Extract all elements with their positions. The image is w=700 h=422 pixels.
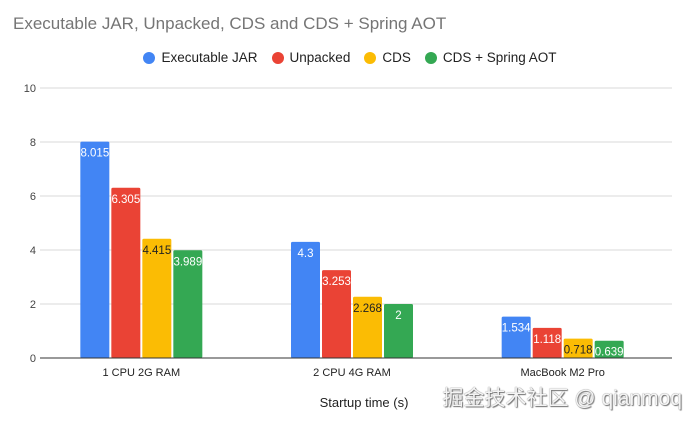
- data-label: 4.3: [298, 248, 314, 260]
- bar: [142, 238, 172, 358]
- bar: [594, 340, 624, 358]
- y-tick-label: 8: [30, 137, 36, 149]
- x-tick-label: 1 CPU 2G RAM: [103, 367, 181, 379]
- data-label: 4.415: [142, 245, 171, 257]
- y-tick-label: 0: [30, 353, 36, 365]
- y-tick-label: 4: [30, 245, 36, 257]
- legend-swatch: [271, 51, 284, 64]
- data-label: 2.268: [353, 303, 382, 315]
- legend: Executable JAR Unpacked CDS CDS + Spring AO…: [0, 50, 700, 65]
- legend-swatch: [424, 51, 437, 64]
- data-label: 3.989: [173, 256, 202, 268]
- data-label: 3.253: [322, 276, 351, 288]
- data-label: 1.118: [533, 334, 561, 346]
- bar: [563, 338, 593, 358]
- legend-item: CDS: [364, 50, 411, 65]
- data-label: 1.534: [502, 323, 531, 335]
- data-label: 6.305: [111, 194, 140, 206]
- data-label: 0.639: [595, 347, 624, 359]
- watermark: 掘金技术社区 @ qianmoq: [442, 387, 682, 410]
- bar: [353, 296, 382, 358]
- data-label: 2: [395, 310, 401, 322]
- legend-label: CDS + Spring AOT: [442, 50, 557, 65]
- y-tick-label: 10: [24, 83, 36, 95]
- legend-item: Executable JAR: [143, 50, 258, 65]
- bar: [322, 270, 351, 358]
- bar: [173, 250, 203, 358]
- legend-item: Unpacked: [271, 50, 351, 65]
- legend-label: Unpacked: [289, 50, 351, 65]
- bar: [80, 141, 110, 358]
- legend-label: CDS: [382, 50, 411, 65]
- x-tick-label: 2 CPU 4G RAM: [313, 367, 391, 379]
- data-label: 0.718: [564, 345, 593, 357]
- legend-item: CDS + Spring AOT: [424, 50, 557, 65]
- y-tick-label: 6: [30, 191, 36, 203]
- data-label: 8.015: [80, 148, 109, 160]
- x-tick-label: MacBook M2 Pro: [520, 367, 604, 379]
- y-tick-label: 2: [30, 299, 36, 311]
- bar: [384, 304, 413, 358]
- legend-label: Executable JAR: [161, 50, 258, 65]
- legend-swatch: [143, 51, 156, 64]
- bar: [532, 327, 562, 358]
- bar: [291, 241, 320, 358]
- chart-title: Executable JAR, Unpacked, CDS and CDS + …: [13, 14, 447, 33]
- bar: [111, 187, 141, 358]
- bar: [501, 316, 531, 358]
- legend-swatch: [364, 51, 377, 64]
- x-axis-title: Startup time (s): [320, 395, 409, 410]
